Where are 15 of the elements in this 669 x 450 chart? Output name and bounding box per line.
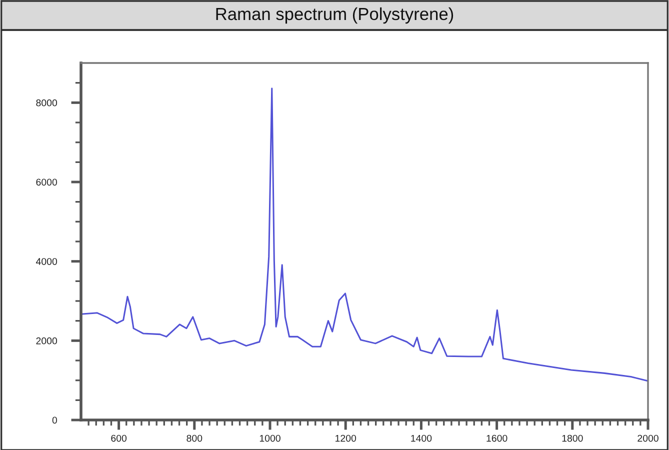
y-tick-label: 6000 bbox=[36, 178, 58, 186]
x-tick-label: 800 bbox=[186, 434, 202, 442]
y-tick-label: 8000 bbox=[36, 99, 58, 106]
x-tick-label: 1200 bbox=[336, 434, 356, 442]
y-tick-label: 4000 bbox=[36, 258, 58, 265]
x-tick-label: 600 bbox=[111, 434, 127, 442]
x-tick-label: 1000 bbox=[260, 434, 280, 442]
x-tick-label: 1600 bbox=[486, 434, 508, 442]
x-tick-label: 2000 bbox=[638, 434, 658, 442]
x-tick-label: 1400 bbox=[411, 434, 432, 442]
y-tick-label: 2000 bbox=[36, 337, 58, 344]
x-tick-label: 1800 bbox=[562, 434, 583, 442]
chart-title: Raman spectrum (Polystyrene) bbox=[216, 7, 454, 24]
line-series bbox=[81, 88, 648, 382]
y-tick-label: 0 bbox=[52, 416, 58, 424]
